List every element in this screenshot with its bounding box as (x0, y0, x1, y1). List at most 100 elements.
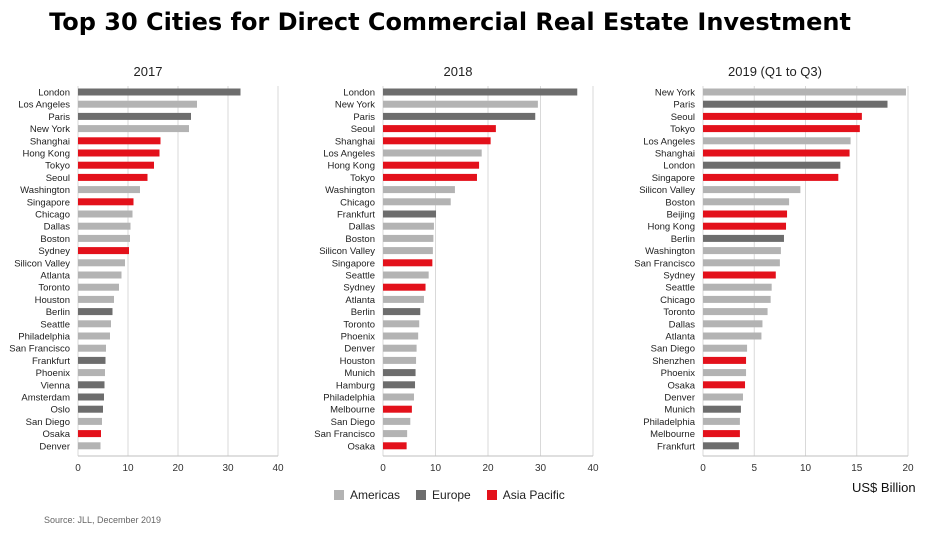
panel-1-bar-singapore (383, 259, 433, 267)
source-note: Source: JLL, December 2019 (44, 515, 162, 525)
panel-2-category-label-paris: Paris (673, 100, 695, 111)
panel-2-category-label-new-york: New York (655, 88, 695, 99)
panel-1-category-label-london: London (343, 88, 375, 99)
panel-0-bar-shanghai (78, 137, 161, 145)
panel-1-category-label-dallas: Dallas (349, 222, 376, 233)
panel-0-category-label-san-diego: San Diego (26, 417, 70, 428)
legend-item-asia-pacific: Asia Pacific (486, 488, 565, 502)
panel-1-category-label-osaka: Osaka (348, 441, 376, 452)
panel-0-category-label-singapore: Singapore (27, 197, 70, 208)
panel-2-bar-munich (703, 405, 741, 413)
panel-0-bar-sydney (78, 247, 129, 255)
panel-2-category-label-denver: Denver (664, 393, 695, 404)
panel-1-tick-label-30: 30 (535, 463, 547, 474)
panel-2-category-label-washington: Washington (645, 246, 695, 257)
panel-0-category-label-sydney: Sydney (38, 246, 70, 257)
panel-1-category-label-chicago: Chicago (340, 197, 375, 208)
panel-0-category-label-boston: Boston (40, 234, 70, 245)
panel-0-category-label-washington: Washington (20, 185, 70, 196)
panel-2-category-label-shenzhen: Shenzhen (652, 356, 695, 367)
panel-0-tick-label-20: 20 (172, 463, 184, 474)
panel-0-bar-phoenix (78, 369, 105, 377)
panel-0-bar-silicon-valley (78, 259, 125, 267)
panel-1-bar-houston (383, 356, 417, 364)
panel-0-category-label-frankfurt: Frankfurt (32, 356, 70, 367)
panel-2-bar-phoenix (703, 369, 747, 377)
panel-2-bar-boston (703, 198, 790, 206)
legend-swatch-americas (334, 490, 344, 500)
panel-1-tick-label-20: 20 (482, 463, 494, 474)
panel-2-bar-washington (703, 247, 781, 255)
panel-2-bar-denver (703, 393, 743, 401)
panel-0-category-label-berlin: Berlin (46, 307, 70, 318)
panel-2-bar-melbourne (703, 430, 740, 438)
panel-1-category-label-san-francisco: San Francisco (314, 429, 375, 440)
panel-1-bar-hong-kong (383, 161, 480, 169)
panel-1-bar-philadelphia (383, 393, 414, 401)
panel-2-category-label-melbourne: Melbourne (650, 429, 695, 440)
legend: Americas Europe Asia Pacific (334, 488, 565, 502)
legend-item-europe: Europe (416, 488, 471, 502)
panel-2-category-label-toronto: Toronto (663, 307, 695, 318)
panel-0-bar-osaka (78, 430, 101, 438)
panel-2-bar-sydney (703, 271, 776, 279)
legend-label-europe: Europe (432, 488, 471, 502)
panel-2-bar-seattle (703, 283, 772, 291)
panel-2-bar-dallas (703, 320, 763, 328)
panel-0-bar-atlanta (78, 271, 122, 279)
panel-1-category-label-shanghai: Shanghai (335, 136, 375, 147)
panel-2-bar-hong-kong (703, 222, 787, 230)
panel-0-category-label-paris: Paris (48, 112, 70, 123)
panel-1-category-label-atlanta: Atlanta (345, 295, 375, 306)
panel-2-bar-philadelphia (703, 417, 740, 425)
panel-0-bar-tokyo (78, 161, 154, 169)
panel-0-tick-label-30: 30 (222, 463, 234, 474)
panel-1-bar-boston (383, 234, 434, 242)
panel-0-category-label-shanghai: Shanghai (30, 136, 70, 147)
panel-0-category-label-london: London (38, 88, 70, 99)
panel-2-category-label-phoenix: Phoenix (661, 368, 696, 379)
panel-1-title: 2018 (444, 64, 473, 79)
panel-1-category-label-san-diego: San Diego (331, 417, 375, 428)
panel-1-category-label-boston: Boston (345, 234, 375, 245)
panel-2-bar-seoul (703, 112, 862, 120)
panel-0-category-label-amsterdam: Amsterdam (21, 393, 70, 404)
panel-2-category-label-tokyo: Tokyo (670, 124, 695, 135)
panel-2-bar-toronto (703, 308, 768, 316)
panel-1-category-label-hamburg: Hamburg (336, 380, 375, 391)
panel-2-category-label-dallas: Dallas (669, 319, 696, 330)
panel-2-category-label-beijing: Beijing (666, 210, 695, 221)
panel-0-bar-hong-kong (78, 149, 160, 157)
panel-1-category-label-toronto: Toronto (343, 319, 375, 330)
panel-1-category-label-tokyo: Tokyo (350, 173, 375, 184)
panel-1-category-label-los-angeles: Los Angeles (323, 149, 375, 160)
legend-label-americas: Americas (350, 488, 401, 502)
panel-2-category-label-hong-kong: Hong Kong (647, 222, 695, 233)
panel-1-bar-new-york (383, 100, 538, 108)
panel-1-category-label-frankfurt: Frankfurt (337, 210, 375, 221)
panel-1-bar-seattle (383, 271, 429, 279)
panel-0-category-label-silicon-valley: Silicon Valley (14, 258, 70, 269)
panel-1-bar-berlin (383, 308, 421, 316)
legend-label-asia-pacific: Asia Pacific (502, 488, 565, 502)
panel-0-bar-amsterdam (78, 393, 104, 401)
panel-2-category-label-shanghai: Shanghai (655, 149, 695, 160)
panel-1-bar-munich (383, 369, 416, 377)
panel-1-category-label-seattle: Seattle (345, 271, 375, 282)
panel-2-tick-label-20: 20 (902, 463, 914, 474)
panel-0-bar-dallas (78, 222, 131, 230)
panel-0-bar-chicago (78, 210, 133, 218)
panel-1-bar-san-diego (383, 417, 411, 425)
panel-2-category-label-seattle: Seattle (665, 283, 695, 294)
panel-0-category-label-seattle: Seattle (40, 319, 70, 330)
panel-2-tick-label-15: 15 (851, 463, 863, 474)
panel-1-category-label-philadelphia: Philadelphia (323, 393, 375, 404)
panel-2-category-label-sydney: Sydney (663, 271, 695, 282)
panel-2-tick-label-0: 0 (700, 463, 706, 474)
panel-2-bar-shanghai (703, 149, 850, 157)
panel-1-bar-toronto (383, 320, 420, 328)
panel-2-bar-silicon-valley (703, 186, 801, 194)
panel-0-category-label-oslo: Oslo (50, 405, 70, 416)
panel-0-category-label-atlanta: Atlanta (40, 271, 70, 282)
